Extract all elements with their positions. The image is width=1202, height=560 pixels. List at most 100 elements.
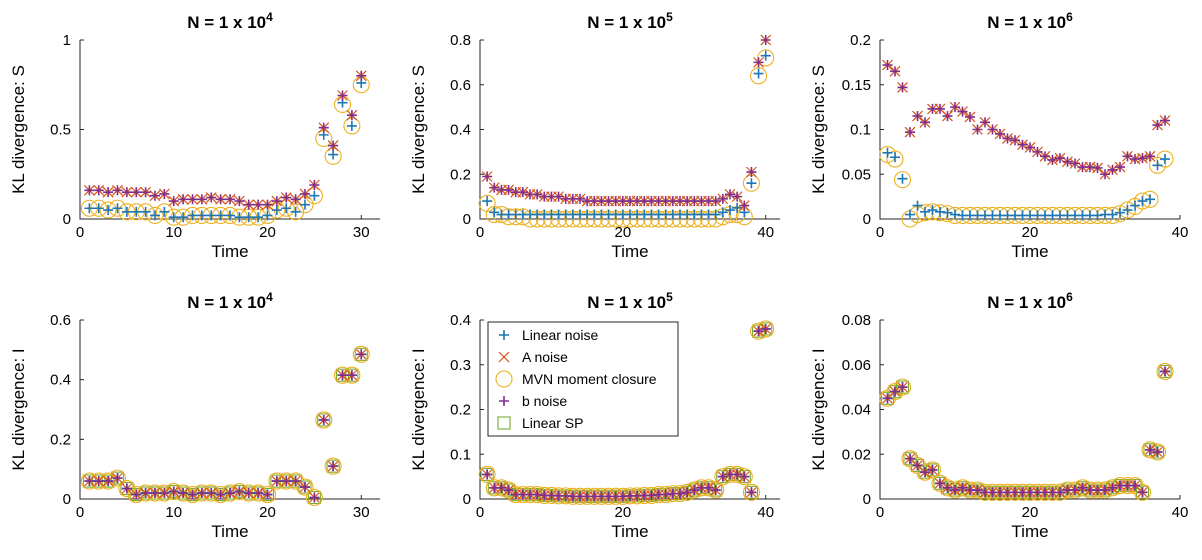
mvn-point: [886, 150, 904, 168]
y-tick-label: 0.6: [450, 77, 471, 94]
b-point: [262, 489, 273, 500]
b-point: [225, 488, 235, 499]
sp-point: [298, 480, 312, 494]
b-point: [131, 489, 142, 500]
b-point: [1152, 447, 1163, 458]
b-point: [1145, 444, 1155, 455]
series-b: [882, 366, 1170, 498]
x-tick-label: 30: [353, 224, 370, 241]
b-point: [897, 382, 908, 393]
b-point: [1077, 482, 1088, 493]
legend-mvn-icon: [495, 370, 513, 388]
b-point: [950, 485, 960, 496]
b-point: [93, 185, 104, 196]
b-point: [1062, 156, 1073, 167]
b-point: [159, 188, 170, 199]
b-point: [103, 476, 114, 487]
y-tick-label: 0.06: [842, 357, 871, 374]
linear-point: [942, 207, 953, 218]
b-point: [1145, 151, 1155, 162]
legend-sp-icon: [497, 416, 511, 430]
b-point: [1122, 151, 1133, 162]
linear-point: [271, 205, 282, 216]
mvn-point: [685, 481, 703, 499]
subplot-title-exponent: 6: [1066, 290, 1073, 304]
y-tick-label: 0.1: [850, 122, 871, 139]
legend-label: A noise: [522, 349, 568, 365]
linear-point: [1115, 207, 1125, 218]
b-point: [1100, 485, 1110, 496]
y-tick-label: 0.1: [450, 446, 471, 463]
y-tick-label: 0.2: [850, 32, 871, 49]
y-tick-label: 0: [63, 491, 71, 508]
x-axis-label: Time: [611, 242, 648, 261]
subplot-title-exponent: 5: [666, 10, 673, 24]
subplot-title-base: N = 1 x 10: [987, 13, 1066, 32]
mvn-point: [757, 49, 775, 67]
b-point: [575, 193, 585, 204]
mvn-point: [324, 457, 342, 475]
b-point: [159, 488, 170, 499]
series-mvn: [878, 362, 1174, 501]
b-point: [271, 196, 282, 207]
b-point: [346, 110, 357, 121]
b-point: [532, 489, 543, 500]
y-tick-label: 0.2: [450, 402, 471, 419]
b-point: [553, 191, 564, 202]
b-point: [328, 461, 339, 472]
y-tick-label: 0.3: [450, 357, 471, 374]
b-point: [1160, 366, 1170, 377]
linear-point: [927, 205, 938, 216]
b-point: [1130, 154, 1140, 165]
linear-point: [1137, 196, 1148, 207]
y-axis-label: KL divergence: I: [809, 348, 828, 470]
legend-linear-icon: [499, 330, 509, 340]
b-point: [318, 414, 329, 425]
linear-point: [309, 190, 320, 201]
b-point: [1130, 480, 1140, 491]
b-point: [675, 488, 685, 499]
b-point: [732, 191, 743, 202]
linear-point: [300, 199, 310, 210]
b-point: [987, 124, 998, 135]
x-tick-label: 0: [876, 504, 884, 521]
b-point: [980, 117, 990, 128]
linear-point: [905, 209, 915, 220]
legend-item-linear: Linear noise: [499, 327, 598, 343]
b-point: [206, 488, 217, 499]
sp-point: [480, 467, 494, 481]
b-point: [717, 193, 728, 204]
legend-label: b noise: [522, 393, 567, 409]
y-axis-label: KL divergence: S: [9, 65, 28, 194]
linear-point: [187, 210, 198, 221]
b-point: [178, 194, 189, 205]
mvn-point: [893, 171, 912, 189]
linear-point: [753, 68, 764, 79]
b-point: [957, 106, 968, 117]
sp-point: [167, 484, 181, 499]
series-linear: [882, 147, 1170, 221]
subplot-3: 0 20 40 0 0.05 0.1 0.15 0.2 N = 1 x 106 Time KL di…: [809, 10, 1188, 261]
y-tick-label: 0.15: [842, 77, 871, 94]
y-axis-label: KL divergence: S: [409, 65, 428, 194]
sp-point: [129, 487, 143, 502]
linear-point: [746, 178, 757, 189]
legend-label: MVN moment closure: [522, 371, 657, 387]
b-point: [1032, 146, 1043, 157]
linear-point: [1107, 209, 1118, 220]
b-point: [84, 476, 95, 487]
b-point: [1115, 162, 1125, 173]
mvn-point: [1156, 362, 1174, 381]
y-tick-label: 0: [63, 211, 71, 228]
b-point: [103, 187, 114, 198]
mvn-point: [757, 320, 775, 338]
b-point: [1002, 133, 1013, 144]
subplot-title-exponent: 4: [266, 290, 273, 304]
b-point: [243, 199, 254, 210]
mvn-point: [305, 488, 323, 507]
subplot-title-exponent: 4: [266, 10, 273, 24]
sp-point: [307, 490, 321, 505]
x-tick-label: 40: [1172, 224, 1189, 241]
b-point: [920, 117, 930, 128]
b-point: [717, 471, 728, 482]
